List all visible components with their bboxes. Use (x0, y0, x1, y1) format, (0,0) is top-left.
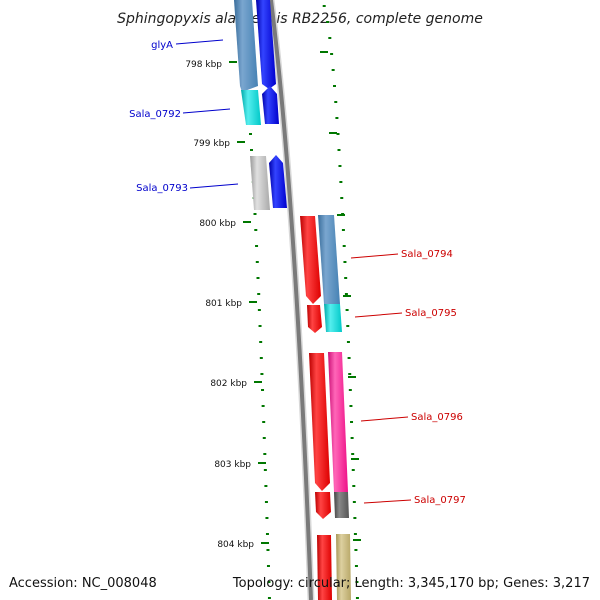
gene-label-Sala_0796[interactable]: Sala_0796 (411, 412, 463, 423)
gene-Sala_0797-reverse[interactable] (315, 492, 331, 519)
kbp-label-801: 801 kbp (205, 299, 242, 309)
gene-Sala_0793-gray[interactable] (250, 156, 270, 210)
leader-Sala_0796 (360, 416, 409, 422)
gene-Sala_0795-cyan[interactable] (324, 304, 342, 332)
kbp-label-802: 802 kbp (210, 379, 247, 389)
kbp-label-803: 803 kbp (214, 460, 251, 470)
map-title: Sphingopyxis alaskensis RB2256, complete… (117, 11, 483, 27)
leader-Sala_0795 (354, 312, 403, 318)
kbp-label-799: 799 kbp (193, 139, 230, 149)
right-tick-track (322, 5, 359, 599)
gene-Sala_0794-reverse[interactable] (300, 216, 321, 304)
topology-text: Topology: circular; Length: 3,345,170 bp… (232, 576, 590, 591)
gene-label-Sala_0793[interactable]: Sala_0793 (136, 183, 188, 194)
genome-backbone (267, 0, 315, 600)
gene-label-glyA[interactable]: glyA (151, 40, 173, 51)
gene-glyA-forward[interactable] (256, 0, 276, 89)
forward-genes (234, 0, 287, 210)
kbp-scale: 798 kbp 799 kbp 800 kbp 801 kbp 802 kbp … (185, 60, 269, 550)
leader-Sala_0797 (363, 499, 412, 504)
right-major-ticks (320, 51, 361, 541)
leader-Sala_0793 (189, 183, 239, 189)
gene-Sala_0794-steel[interactable] (318, 215, 340, 304)
kbp-label-804: 804 kbp (217, 540, 254, 550)
gene-Sala_0792-cyan[interactable] (241, 90, 261, 125)
leader-Sala_0792 (182, 108, 231, 114)
gene-label-Sala_0792[interactable]: Sala_0792 (129, 109, 181, 120)
kbp-label-800: 800 kbp (199, 219, 236, 229)
kbp-label-798: 798 kbp (185, 60, 222, 70)
genome-backbone-line (269, 0, 313, 600)
gene-label-Sala_0794[interactable]: Sala_0794 (401, 249, 453, 260)
gene-next-reverse[interactable] (317, 535, 332, 600)
gene-Sala_0792-forward[interactable] (262, 86, 279, 124)
gene-next-khaki[interactable] (336, 534, 351, 600)
leader-Sala_0794 (350, 253, 399, 259)
leader-glyA (175, 39, 224, 45)
gene-Sala_0793-forward[interactable] (269, 155, 287, 208)
gene-Sala_0796-reverse[interactable] (309, 353, 330, 491)
gene-label-Sala_0797[interactable]: Sala_0797 (414, 495, 466, 506)
gene-Sala_0796-pink[interactable] (328, 352, 348, 492)
gene-label-Sala_0795[interactable]: Sala_0795 (405, 308, 457, 319)
accession-text: Accession: NC_008048 (9, 576, 157, 591)
gene-Sala_0795-reverse[interactable] (307, 305, 322, 333)
gene-labels: glyA Sala_0792 Sala_0793 Sala_0794 Sala_… (129, 39, 466, 506)
gene-Sala_0797-darkgray[interactable] (334, 492, 349, 518)
reverse-genes (300, 215, 351, 600)
gene-glyA-outer[interactable] (234, 0, 258, 92)
